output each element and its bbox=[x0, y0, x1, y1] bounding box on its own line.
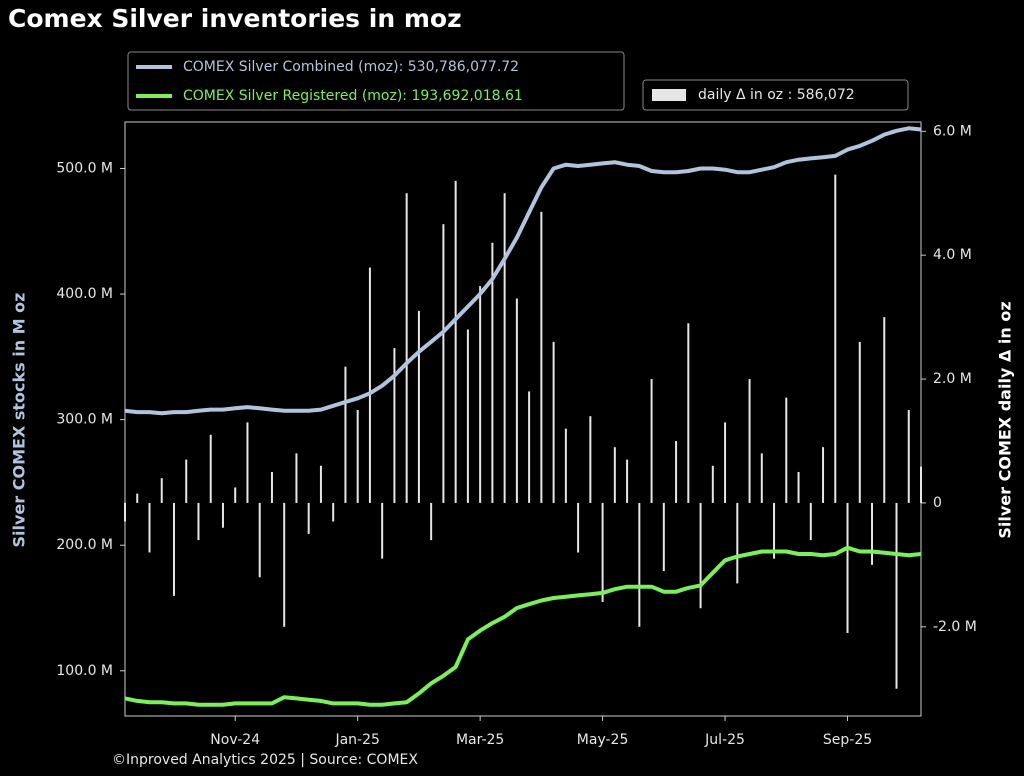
chart-title: Comex Silver inventories in moz bbox=[8, 4, 462, 33]
bar bbox=[613, 447, 616, 503]
bar bbox=[283, 502, 286, 627]
x-tick-label: Jan-25 bbox=[334, 732, 379, 748]
bar bbox=[344, 366, 347, 503]
bar bbox=[491, 242, 494, 503]
bar bbox=[246, 422, 249, 503]
bar bbox=[454, 180, 457, 503]
bar bbox=[846, 502, 849, 634]
bar bbox=[528, 391, 531, 503]
bar bbox=[381, 502, 384, 559]
y-tick-label: 100.0 M bbox=[56, 663, 113, 679]
bar bbox=[834, 174, 837, 503]
bar bbox=[895, 502, 898, 689]
bar bbox=[258, 502, 261, 578]
x-tick-label: Sep-25 bbox=[823, 732, 872, 748]
bar bbox=[332, 502, 335, 522]
bar bbox=[711, 465, 714, 503]
bar bbox=[687, 323, 690, 503]
legend-label: COMEX Silver Registered (moz): 193,692,0… bbox=[183, 88, 523, 104]
bar bbox=[564, 428, 567, 503]
bar bbox=[822, 447, 825, 503]
line bbox=[124, 126, 922, 416]
bar bbox=[295, 453, 298, 503]
bar bbox=[724, 422, 727, 503]
bar bbox=[736, 502, 739, 584]
bar bbox=[368, 267, 371, 503]
bar bbox=[773, 502, 776, 559]
y-axis-label: Silver COMEX stocks in M oz bbox=[10, 293, 29, 548]
x-tick-label: May-25 bbox=[577, 732, 629, 748]
bar bbox=[638, 502, 641, 627]
bar bbox=[466, 329, 469, 503]
bar bbox=[172, 502, 175, 596]
x-tick-label: Nov-24 bbox=[210, 732, 260, 748]
bar bbox=[417, 310, 420, 503]
bar bbox=[148, 502, 151, 553]
bar bbox=[809, 502, 812, 541]
bar bbox=[405, 193, 408, 503]
plot-area bbox=[124, 121, 922, 717]
y-tick-label: 200.0 M bbox=[56, 537, 113, 553]
y-tick-label: 500.0 M bbox=[56, 160, 113, 176]
bar bbox=[430, 502, 433, 541]
legend-label: daily Δ in oz : 586,072 bbox=[698, 87, 855, 103]
bar bbox=[307, 502, 310, 534]
legend-box bbox=[642, 79, 909, 111]
bar bbox=[540, 211, 543, 503]
legend-label: COMEX Silver Combined (moz): 530,786,077… bbox=[183, 59, 519, 75]
bar bbox=[197, 502, 200, 541]
bar bbox=[675, 440, 678, 503]
bar bbox=[907, 410, 910, 503]
legend-box bbox=[127, 51, 625, 111]
bar bbox=[319, 465, 322, 503]
bar bbox=[234, 487, 237, 503]
bar bbox=[883, 317, 886, 503]
y2-tick-label: 4.0 M bbox=[933, 247, 972, 263]
bar bbox=[589, 416, 592, 503]
bar bbox=[760, 453, 763, 503]
bar bbox=[515, 298, 518, 503]
bar bbox=[221, 502, 224, 528]
bar bbox=[920, 466, 922, 503]
bar bbox=[442, 224, 445, 503]
bar bbox=[270, 471, 273, 503]
y2-tick-label: -2.0 M bbox=[933, 619, 977, 635]
line bbox=[124, 545, 922, 707]
bar bbox=[858, 341, 861, 503]
bar bbox=[185, 459, 188, 503]
bar bbox=[601, 502, 604, 603]
legend-swatch bbox=[652, 89, 686, 101]
y2-tick-label: 2.0 M bbox=[933, 371, 972, 387]
y2-tick-label: 0 bbox=[933, 495, 942, 511]
y2-axis-label: Silver COMEX daily Δ in oz bbox=[996, 301, 1015, 538]
bar bbox=[479, 286, 482, 503]
bar bbox=[662, 502, 665, 572]
bar bbox=[577, 502, 580, 553]
bar bbox=[503, 193, 506, 503]
x-tick-label: Jul-25 bbox=[704, 732, 745, 748]
source-note: ©Inproved Analytics 2025 | Source: COMEX bbox=[112, 752, 418, 768]
bar bbox=[785, 397, 788, 503]
bar bbox=[393, 348, 396, 503]
bar bbox=[160, 478, 163, 503]
bar bbox=[124, 502, 126, 522]
bar bbox=[626, 459, 629, 503]
bar bbox=[552, 341, 555, 503]
bar bbox=[871, 502, 874, 565]
bar bbox=[136, 493, 139, 503]
y-tick-label: 300.0 M bbox=[56, 412, 113, 428]
bar bbox=[797, 471, 800, 503]
y2-tick-label: 6.0 M bbox=[933, 123, 972, 139]
x-tick-label: Mar-25 bbox=[456, 732, 504, 748]
bar bbox=[209, 434, 212, 503]
y-tick-label: 400.0 M bbox=[56, 286, 113, 302]
bar bbox=[748, 379, 751, 503]
bar bbox=[356, 410, 359, 503]
bar bbox=[699, 502, 702, 609]
bar bbox=[650, 379, 653, 503]
